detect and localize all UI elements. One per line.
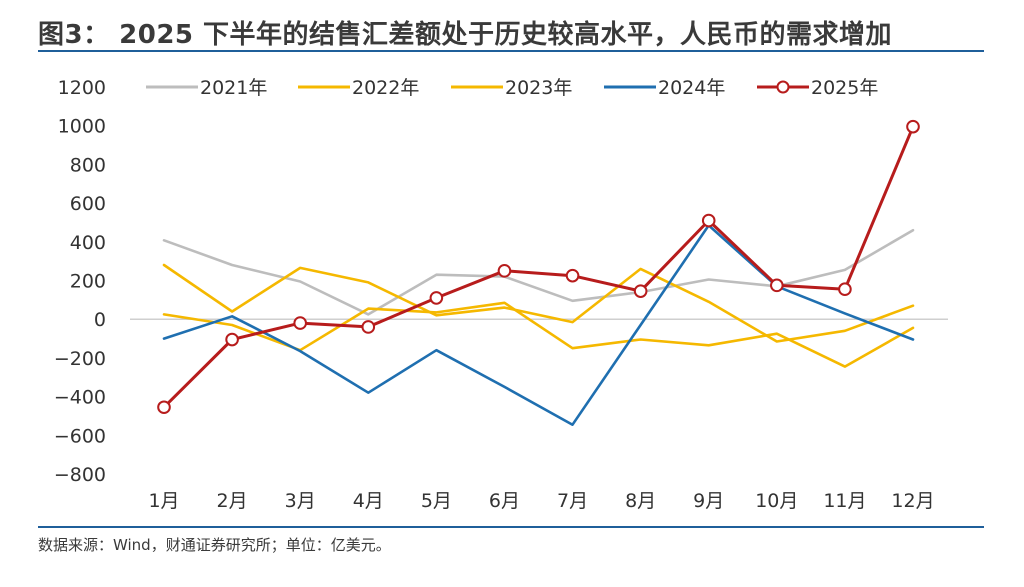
data-point <box>225 332 239 347</box>
legend-item: 2025年 <box>757 77 878 99</box>
x-tick-label: 12月 <box>891 490 934 512</box>
legend-marker <box>776 80 790 94</box>
y-axis-ticks: 1200 1000 800 600 400 200 0 −200 −400 −600 −800 <box>54 77 106 486</box>
x-axis-ticks: 1月 2月 3月 4月 5月 6月 7月 8月 9月 10月 11月 12月 <box>148 490 934 512</box>
y-tick-label: 800 <box>70 154 106 176</box>
y-tick-label: −200 <box>54 348 106 370</box>
data-point <box>770 278 784 293</box>
series-line <box>162 224 915 427</box>
series-2023年 <box>162 301 915 368</box>
x-tick-label: 7月 <box>557 490 588 512</box>
y-tick-label: 400 <box>70 232 106 254</box>
legend-label: 2023年 <box>505 77 572 99</box>
x-tick-label: 2月 <box>217 490 248 512</box>
y-tick-label: −400 <box>54 387 106 409</box>
data-point <box>633 284 648 298</box>
legend-item: 2024年 <box>604 77 725 99</box>
data-point <box>497 264 512 278</box>
y-tick-label: −600 <box>54 425 106 447</box>
legend-item: 2023年 <box>451 77 572 99</box>
legend-label: 2025年 <box>811 77 878 99</box>
x-tick-label: 11月 <box>823 490 866 512</box>
x-tick-label: 9月 <box>693 490 724 512</box>
series-layer <box>157 119 920 427</box>
y-tick-label: 0 <box>94 309 106 331</box>
data-point <box>429 291 444 305</box>
data-point <box>838 282 852 297</box>
source-note: 数据来源：Wind，财通证券研究所；单位：亿美元。 <box>38 536 391 554</box>
title-divider <box>38 50 984 52</box>
data-point <box>906 119 920 134</box>
legend-label: 2024年 <box>658 77 725 99</box>
legend-label: 2021年 <box>200 77 267 99</box>
data-point <box>565 268 580 283</box>
figure-title: 图3： 2025 下半年的结售汇差额处于历史较高水平，人民币的需求增加 <box>38 20 893 50</box>
y-tick-label: 600 <box>70 193 106 215</box>
series-line <box>162 301 915 368</box>
y-tick-label: −800 <box>54 464 106 486</box>
series-2024年 <box>162 224 915 427</box>
x-tick-label: 5月 <box>421 490 452 512</box>
legend-label: 2022年 <box>352 77 419 99</box>
data-point <box>157 400 171 415</box>
data-point <box>701 213 716 228</box>
x-tick-label: 6月 <box>489 490 520 512</box>
footer-divider <box>38 526 984 528</box>
data-point <box>293 316 307 330</box>
series-line <box>162 228 915 316</box>
legend-item: 2021年 <box>146 77 267 99</box>
series-2021年 <box>162 228 915 316</box>
legend-item: 2022年 <box>298 77 419 99</box>
series-line <box>162 125 915 409</box>
y-tick-label: 1000 <box>58 116 106 138</box>
x-tick-label: 8月 <box>625 490 656 512</box>
legend: 2021年 2022年 2023年 2024年 2025年 <box>146 77 878 99</box>
x-tick-label: 4月 <box>353 490 384 512</box>
data-point <box>361 320 376 334</box>
y-tick-label: 1200 <box>58 77 106 99</box>
x-tick-label: 10月 <box>755 490 798 512</box>
x-tick-label: 1月 <box>148 490 179 512</box>
series-2025年 <box>157 119 920 415</box>
y-tick-label: 200 <box>70 271 106 293</box>
x-tick-label: 3月 <box>285 490 316 512</box>
